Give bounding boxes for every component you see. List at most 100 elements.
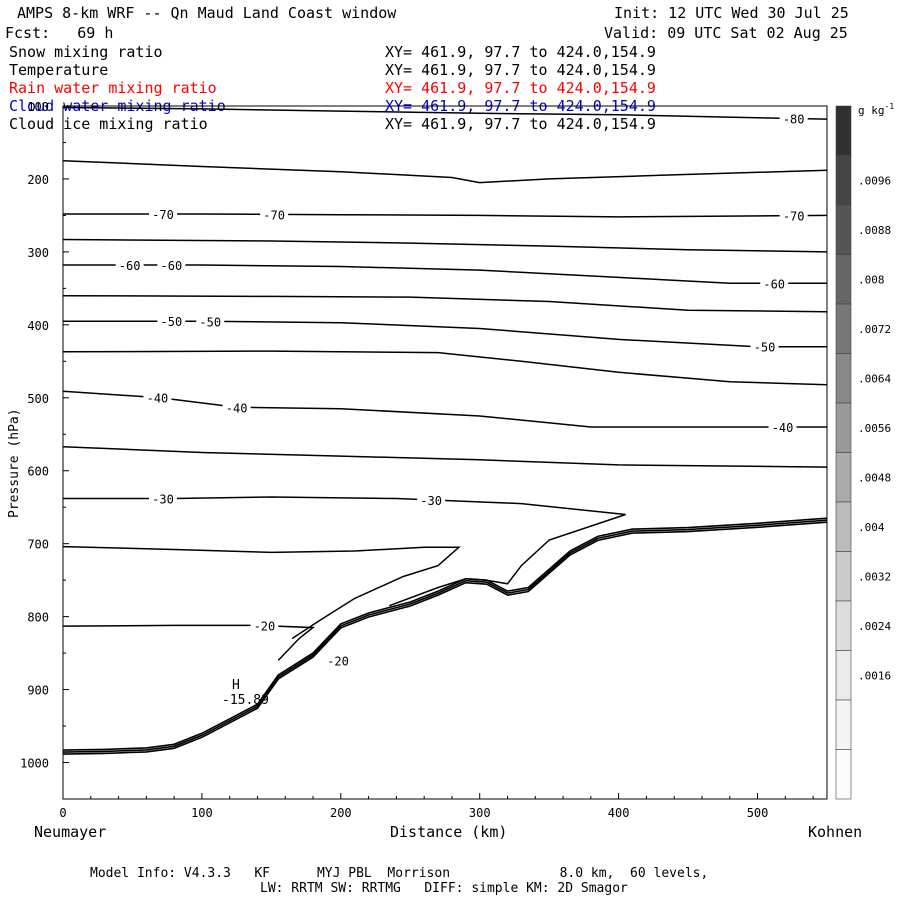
contour-label-bg	[222, 400, 251, 415]
model-info-line-2: LW: RRTM SW: RRTMG DIFF: simple KM: 2D S…	[260, 881, 628, 896]
terrain-line	[62, 517, 828, 751]
y-axis-label: Pressure (hPa)	[7, 408, 22, 518]
contour-line	[62, 390, 827, 428]
contour-label: -40	[226, 401, 248, 415]
contour-line	[62, 445, 828, 468]
colorbar-label: .0048	[858, 471, 891, 484]
y-tick-label: 200	[27, 173, 49, 187]
x-axis-ticks: 0 100 200 300 400 500	[59, 793, 814, 820]
contour-label: -30	[152, 492, 174, 506]
x-axis-label: Distance (km)	[390, 823, 508, 841]
x-tick-label: 300	[469, 806, 491, 820]
contour-label: -50	[754, 341, 776, 355]
contour-line	[62, 106, 828, 120]
contour-label: -20	[254, 620, 276, 634]
colorbar-swatch	[835, 600, 852, 651]
contour-label: -60	[119, 259, 141, 273]
colorbar-label: .0032	[858, 570, 891, 583]
contour-label-bg	[260, 207, 289, 222]
valid-time: Valid: 09 UTC Sat 02 Aug 25	[604, 24, 848, 42]
contour-label: -20	[327, 654, 349, 668]
colorbar-unit: g kg-1	[858, 102, 894, 117]
high-marker-value: -15.89	[222, 693, 269, 708]
field-name-snow: Snow mixing ratio	[9, 43, 163, 61]
contour-line	[62, 238, 828, 253]
contour-label-bg	[750, 339, 779, 354]
contour-label: -70	[263, 208, 285, 222]
model-info-line-1: Model Info: V4.3.3 KF MYJ PBL Morrison 8…	[90, 866, 709, 881]
init-time: Init: 12 UTC Wed 30 Jul 25	[614, 4, 849, 22]
colorbar-swatch	[835, 353, 852, 404]
x-tick-label: 200	[330, 806, 352, 820]
y-tick-label: 400	[27, 319, 49, 333]
contour-label: -40	[147, 392, 169, 406]
contour-label: -60	[763, 277, 785, 291]
x-end-label: Kohnen	[808, 823, 863, 841]
plot-frame	[62, 105, 828, 800]
colorbar-swatch	[835, 699, 852, 750]
y-axis-ticks: 100 200 300 400 500 600 700 800 900 1000	[20, 100, 69, 800]
contour-label-bg	[115, 258, 144, 273]
colorbar-swatch	[835, 402, 852, 453]
contour-label-bg	[157, 314, 186, 329]
colorbar-swatch	[835, 105, 852, 156]
y-tick-label: 700	[27, 538, 49, 552]
field-xy-temperature: XY= 461.9, 97.7 to 424.0,154.9	[385, 61, 656, 79]
contour-label-bg	[196, 314, 225, 329]
chart-title: AMPS 8-km WRF -- Qn Maud Land Coast wind…	[17, 4, 397, 22]
contour-line	[62, 159, 828, 184]
colorbar-label: .0016	[858, 669, 891, 682]
contour-label: -40	[772, 421, 794, 435]
colorbar-label: .0088	[858, 224, 891, 237]
contour-line	[62, 545, 461, 640]
colorbar-swatch	[835, 204, 852, 255]
y-tick-label: 600	[27, 465, 49, 479]
forecast-hour: Fcst: 69 h	[5, 24, 114, 42]
terrain-profile	[62, 517, 828, 755]
colorbar-swatch	[835, 501, 852, 552]
contour-label: -50	[161, 315, 183, 329]
field-name-cloud-ice: Cloud ice mixing ratio	[9, 115, 208, 133]
contour-label: -70	[783, 210, 805, 224]
contour-label-bg	[143, 390, 172, 405]
x-tick-label: 0	[59, 806, 66, 820]
y-tick-label: 800	[27, 611, 49, 625]
field-name-rain: Rain water mixing ratio	[9, 79, 217, 97]
colorbar-label: .004	[858, 521, 885, 534]
contour-line	[62, 294, 828, 313]
x-tick-label: 500	[747, 806, 769, 820]
contour-labels: -80 -70 -70 -70 -60 -60 -60 -50 -50 -50 -40 -40 -40 -…	[115, 111, 808, 668]
contour-label-bg	[779, 111, 808, 126]
contour-label-bg	[250, 618, 279, 633]
colorbar-swatch	[835, 749, 852, 800]
colorbar-label: .0096	[858, 174, 891, 187]
contour-label: -80	[783, 112, 805, 126]
high-marker-symbol: H	[232, 678, 240, 693]
field-name-temperature: Temperature	[9, 61, 109, 79]
colorbar-label: .0072	[858, 323, 891, 336]
colorbar-swatch	[835, 155, 852, 206]
y-tick-label: 100	[27, 100, 49, 114]
contour-line	[62, 350, 828, 386]
contour-label-bg	[760, 276, 789, 291]
field-xy-snow: XY= 461.9, 97.7 to 424.0,154.9	[385, 43, 656, 61]
colorbar-swatch	[835, 650, 852, 701]
colorbar-swatch	[835, 254, 852, 305]
colorbar-label: .0024	[858, 620, 891, 633]
contour-label-bg	[324, 653, 353, 668]
temperature-contours	[62, 106, 828, 661]
contour-label: -60	[161, 259, 183, 273]
contour-label: -50	[199, 315, 221, 329]
contour-label-bg	[149, 491, 178, 506]
y-tick-label: 300	[27, 246, 49, 260]
y-tick-label: 900	[27, 684, 49, 698]
contour-label-bg	[779, 208, 808, 223]
colorbar-label: .0064	[858, 372, 891, 385]
colorbar-swatch	[835, 551, 852, 602]
colorbar-swatch	[835, 452, 852, 503]
contour-label-bg	[157, 258, 186, 273]
contour-label: -30	[420, 494, 442, 508]
colorbar-swatch	[835, 303, 852, 354]
x-start-label: Neumayer	[34, 823, 107, 841]
